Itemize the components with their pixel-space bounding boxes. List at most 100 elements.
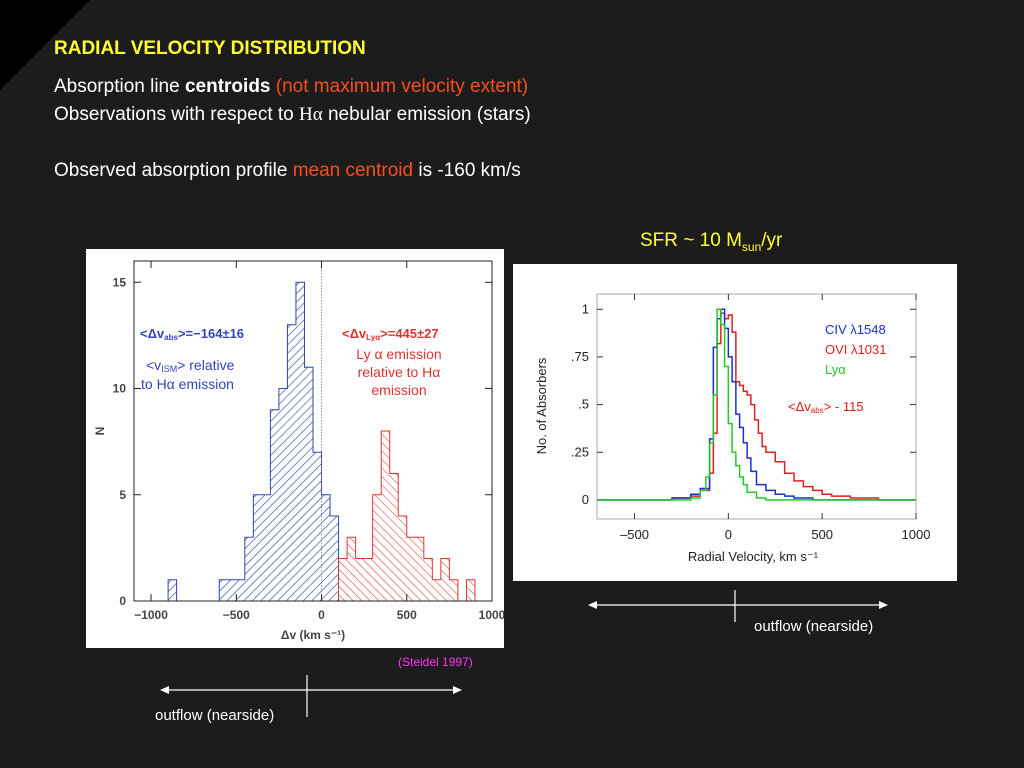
profile-legend: CIV λ1548 OVI λ1031 Lyα <box>825 322 886 377</box>
profile-lines <box>597 308 916 501</box>
histogram-bar <box>236 579 245 601</box>
lya-annotation-line4: emission <box>371 382 426 398</box>
y-tick-label: 1 <box>582 301 589 316</box>
histogram-bar <box>389 473 399 601</box>
histogram-bars <box>167 281 484 602</box>
histogram-bar <box>415 537 424 601</box>
x-tick-label: −500 <box>223 608 250 622</box>
histogram-frame <box>133 260 493 602</box>
citation: (Steidel 1997) <box>398 655 473 669</box>
histogram-bar <box>270 409 279 601</box>
histogram-bar <box>261 494 271 601</box>
histogram-x-label: Δv (km s⁻¹) <box>281 628 345 642</box>
histogram-bar <box>287 324 296 601</box>
ism-annotation-line3: to Hα emission <box>141 376 234 392</box>
sfr-unit: /yr <box>761 230 783 251</box>
text-line-2: Observations with respect to Hα nebular … <box>54 104 531 126</box>
profile-frame <box>596 293 917 520</box>
line2-text: Observations with respect to <box>54 104 299 125</box>
ism-annotation-line2: <vISM> relative <box>146 357 235 374</box>
histogram-bar <box>466 579 475 601</box>
x-tick-label: 1000 <box>902 527 931 542</box>
series-line <box>597 308 916 501</box>
line1-emphasis: centroids <box>184 76 271 97</box>
y-tick-label: .5 <box>578 397 589 412</box>
histogram-bar <box>313 452 322 601</box>
histogram-ticks: −1000 −500 0 500 1000 0 5 10 15 <box>113 261 506 622</box>
histogram-bar <box>278 388 288 601</box>
outflow-arrow-right <box>588 590 888 622</box>
histogram-bar <box>440 558 450 601</box>
histogram-bar <box>355 558 365 601</box>
lya-annotation-line1: <ΔvLyα>=445±27 <box>342 326 439 342</box>
legend-entry: OVI λ1031 <box>825 342 886 357</box>
profile-ticks: –500 0 500 1000 0 .25 .5 .75 1 <box>571 294 931 542</box>
y-tick-label: .75 <box>571 349 589 364</box>
text-line-3: Observed absorption profile mean centroi… <box>54 160 521 182</box>
y-tick-label: 15 <box>113 275 127 289</box>
line3-text: Observed absorption profile <box>54 160 293 181</box>
sfr-label: SFR ~ 10 Msun/yr <box>640 230 782 254</box>
histogram-bar <box>338 558 348 601</box>
x-tick-label: 500 <box>397 608 417 622</box>
sfr-text: SFR ~ 10 M <box>640 230 742 251</box>
sfr-sub: sun <box>741 239 762 254</box>
velocity-profile-chart: –500 0 500 1000 0 .25 .5 .75 1 Radial Velocity, … <box>534 293 931 564</box>
legend-entry: CIV λ1548 <box>825 322 886 337</box>
x-tick-label: 500 <box>811 527 833 542</box>
histogram-bar <box>330 516 339 601</box>
lya-annotation-line3: relative to Hα <box>358 364 441 380</box>
histogram-bar <box>168 579 177 601</box>
histogram-bar <box>347 537 356 601</box>
x-tick-label: 0 <box>318 608 325 622</box>
histogram-bar <box>372 494 382 601</box>
histogram-bar <box>449 579 458 601</box>
x-tick-label: 0 <box>725 527 732 542</box>
series-line <box>597 308 916 501</box>
histogram-bar <box>406 537 416 601</box>
x-tick-label: −1000 <box>134 608 168 622</box>
y-tick-label: 0 <box>582 492 589 507</box>
legend-entry: Lyα <box>825 362 846 377</box>
histogram-bar <box>244 537 254 601</box>
histogram-bar <box>381 431 390 601</box>
lya-annotation-line2: Ly α emission <box>356 346 441 362</box>
x-tick-label: 1000 <box>479 608 504 622</box>
y-tick-label: .25 <box>571 444 589 459</box>
histogram-panel: −1000 −500 0 500 1000 0 5 10 15 Δv (km s⁻¹) N <Δ… <box>86 249 506 648</box>
histogram-bar <box>219 579 228 601</box>
outflow-arrow-left <box>160 675 462 717</box>
line2-symbol: Hα <box>299 104 323 125</box>
y-tick-label: 0 <box>119 594 126 608</box>
line1-highlight: (not maximum velocity extent) <box>270 76 529 97</box>
line2-rest: nebular emission (stars) <box>322 104 531 125</box>
profile-annotation: <Δvabs> - 115 <box>788 399 864 415</box>
slide-title: RADIAL VELOCITY DISTRIBUTION <box>54 38 366 59</box>
series-line <box>597 312 916 501</box>
histogram-bar <box>295 282 305 601</box>
histogram-bar <box>304 367 313 601</box>
background-corner <box>0 0 90 90</box>
histogram-bar <box>227 579 237 601</box>
histogram-bar <box>253 494 262 601</box>
histogram-outline <box>338 430 484 602</box>
histogram-bar <box>364 558 373 601</box>
line1-text: Absorption line <box>54 76 185 97</box>
histogram-bar <box>432 579 441 601</box>
histogram-chart: −1000 −500 0 500 1000 0 5 10 15 Δv (km s⁻¹) N <Δ… <box>93 260 506 642</box>
lya-annotation: <ΔvLyα>=445±27 Ly α emission relative to… <box>342 326 442 398</box>
line3-rest: is -160 km/s <box>413 160 521 181</box>
profile-y-label: No. of Absorbers <box>534 357 549 454</box>
line3-highlight: mean centroid <box>292 160 414 181</box>
profile-x-label: Radial Velocity, km s⁻¹ <box>688 549 819 564</box>
histogram-bar <box>321 494 331 601</box>
histogram-bar <box>398 516 407 601</box>
text-line-1: Absorption line centroids (not maximum v… <box>54 76 528 98</box>
velocity-profile-panel: –500 0 500 1000 0 .25 .5 .75 1 Radial Velocity, … <box>513 264 957 581</box>
histogram-bar <box>423 558 433 601</box>
x-tick-label: –500 <box>620 527 649 542</box>
histogram-y-label: N <box>93 427 107 436</box>
y-tick-label: 10 <box>113 382 127 396</box>
y-tick-label: 5 <box>119 488 126 502</box>
ism-annotation: <Δvabs>=−164±16 <vISM> relative to Hα em… <box>140 326 244 392</box>
